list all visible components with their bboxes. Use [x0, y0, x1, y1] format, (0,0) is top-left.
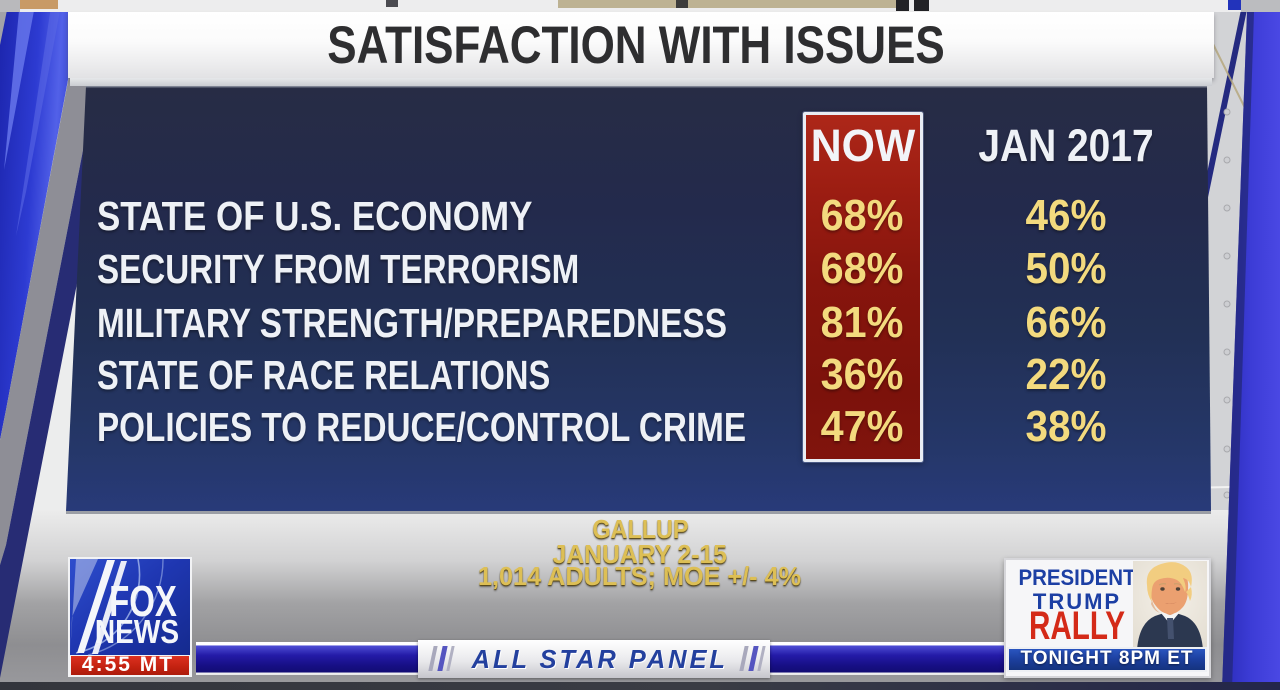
svg-text:4:55 MT: 4:55 MT: [82, 653, 174, 676]
svg-text:NEWS: NEWS: [95, 614, 179, 651]
svg-text:FOX: FOX: [109, 578, 177, 627]
